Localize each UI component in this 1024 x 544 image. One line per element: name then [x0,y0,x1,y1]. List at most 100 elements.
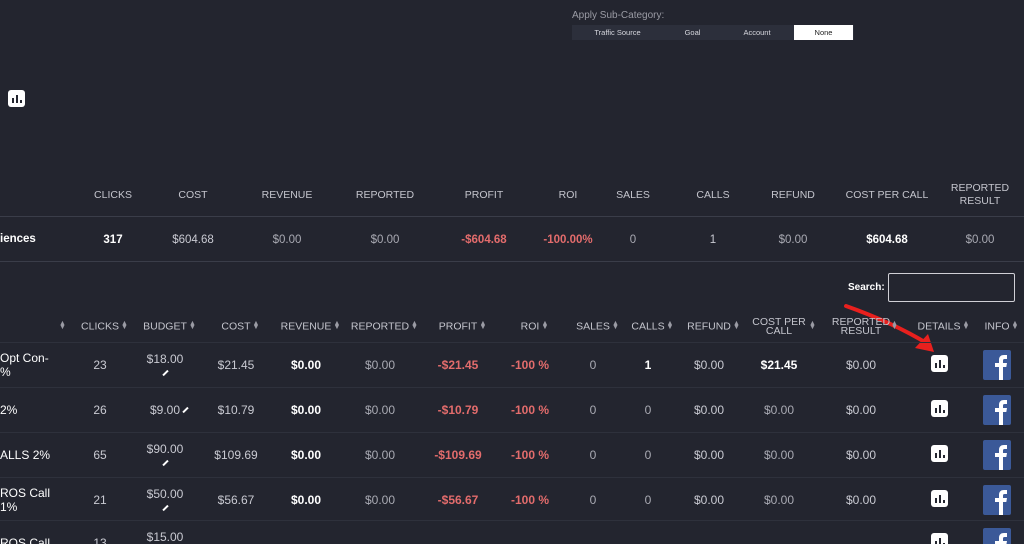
sort-icon[interactable]: ▲ ▼ [59,320,66,331]
table-cell: $0.00 [845,448,877,462]
table-cell: $0.00 [290,493,322,507]
sub-category-option[interactable]: None [794,25,853,40]
table-cell: $0.00 [693,358,725,372]
sub-category-option[interactable]: Account [722,25,792,40]
table-cell: $21.45 [760,358,798,372]
table-cell: -100 % [510,448,550,462]
sort-icon[interactable]: ▲ ▼ [891,320,898,331]
table-header[interactable]: DETAILS [917,320,961,333]
table-cell: $0.00 [364,358,396,372]
table-cell: 0 [589,358,597,372]
row-name-line: Opt Con- [0,351,49,365]
edit-icon[interactable] [162,369,169,377]
table-cell: $0.00 [693,493,725,507]
summary-value: $604.68 [172,234,214,246]
table-cell: $9.00 [149,403,181,417]
table-header[interactable]: INFO [984,320,1010,333]
edit-icon[interactable] [162,504,169,512]
summary-header: SALES [616,189,650,201]
facebook-icon[interactable] [983,485,1011,515]
summary-value: -100.00% [543,234,593,246]
table-header[interactable]: CLICKS [81,320,119,333]
summary-value: $0.00 [370,234,400,246]
details-icon[interactable] [931,400,948,417]
table-header[interactable]: REFUND [687,320,731,333]
table-header[interactable]: PROFIT [438,320,478,333]
table-header[interactable]: REVENUE [280,320,332,333]
table-cell: -$21.45 [437,358,479,372]
facebook-icon[interactable] [983,395,1011,425]
details-icon[interactable] [931,490,948,507]
summary-header: REFUND [771,189,815,201]
summary-value: $0.00 [778,234,808,246]
summary-header: CALLS [696,189,730,201]
details-icon[interactable] [931,445,948,462]
row-divider [0,432,1024,433]
table-header[interactable]: SALES [576,320,610,333]
edit-icon[interactable] [162,459,169,467]
table-header[interactable]: REPORTED [350,320,410,333]
table-cell: $10.79 [217,403,255,417]
chart-icon[interactable] [8,90,25,107]
table-cell: $15.00 [146,530,184,544]
row-name: 2% [0,403,17,417]
table-cell: 0 [589,493,597,507]
sort-icon[interactable]: ▲ ▼ [666,320,674,331]
search-input[interactable] [888,273,1015,302]
sort-icon[interactable]: ▲ ▼ [189,320,196,331]
table-header[interactable]: COST PER CALL [752,316,806,337]
table-header[interactable]: CALLS [631,320,665,333]
edit-icon[interactable] [182,406,189,414]
summary-header: COST [178,189,208,201]
sort-icon[interactable]: ▲ ▼ [541,320,549,331]
summary-value: $604.68 [866,234,908,246]
summary-value: 0 [629,234,637,246]
summary-header: COST PER CALL [845,189,929,201]
table-cell: $0.00 [693,448,725,462]
sub-category-label: Apply Sub-Category: [572,10,665,21]
row-name: ALLS 2% [0,448,50,462]
sub-category-option[interactable]: Traffic Source [572,25,663,40]
facebook-icon[interactable] [983,350,1011,380]
facebook-icon[interactable] [983,440,1011,470]
row-name: Opt Con-% [0,351,49,379]
sort-icon[interactable]: ▲ ▼ [411,320,418,331]
sort-icon[interactable]: ▲ ▼ [252,320,260,331]
table-cell: 0 [589,448,597,462]
table-cell: 26 [93,403,107,417]
search-label: Search: [848,282,885,293]
table-cell: 21 [93,493,107,507]
table-cell: 13 [93,536,107,544]
summary-value: $0.00 [965,234,995,246]
row-name: ROS Call [0,536,50,544]
sort-icon[interactable]: ▲ ▼ [612,320,619,331]
sort-icon[interactable]: ▲ ▼ [1011,320,1019,331]
summary-value: 1 [709,234,717,246]
table-cell: -100 % [510,403,550,417]
table-cell: $0.00 [763,493,795,507]
summary-value: $0.00 [272,234,302,246]
table-cell: $50.00 [146,487,184,501]
sort-icon[interactable]: ▲ ▼ [333,320,341,331]
table-cell: $0.00 [290,358,322,372]
table-cell: $56.67 [217,493,255,507]
table-header[interactable]: BUDGET [143,320,187,333]
table-header[interactable]: REPORTED RESULT [831,316,891,337]
facebook-icon[interactable] [983,528,1011,544]
table-cell: 0 [644,493,652,507]
table-cell: $0.00 [290,403,322,417]
details-icon[interactable] [931,533,948,544]
row-divider [0,387,1024,388]
sort-icon[interactable]: ▲ ▼ [962,320,970,331]
sub-category-option[interactable]: Goal [663,25,722,40]
table-cell: $0.00 [763,403,795,417]
sort-icon[interactable]: ▲ ▼ [479,320,487,331]
sort-icon[interactable]: ▲ ▼ [733,320,740,331]
sort-icon[interactable]: ▲ ▼ [809,320,816,331]
sort-icon[interactable]: ▲ ▼ [121,320,128,331]
table-header[interactable]: COST [221,320,251,333]
table-header[interactable]: ROI [520,320,540,333]
details-icon[interactable] [931,355,948,372]
